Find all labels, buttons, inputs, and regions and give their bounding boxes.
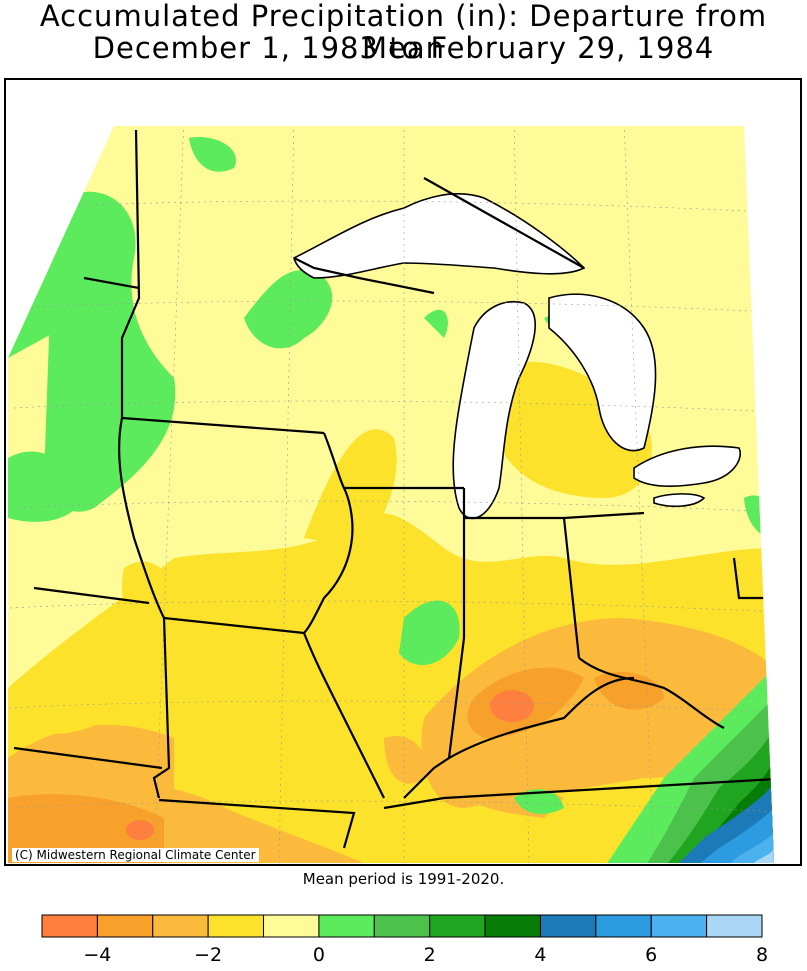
legend-tick-label: 8 [756,944,768,966]
lat-lon-grid [8,126,774,863]
legend-tick-label: −2 [194,944,222,966]
legend-tick-label: −4 [83,944,111,966]
legend-bin-7 [429,914,486,938]
map-frame [4,78,802,866]
legend-bin-0 [41,914,98,938]
legend-tick-label: 6 [645,944,657,966]
legend-bin-2 [152,914,209,938]
map-title-line1: Accumulated Precipitation (in): Departur… [39,0,768,65]
legend-bin-10 [595,914,652,938]
legend-bin-9 [539,914,597,938]
credit-label: (C) Midwestern Regional Climate Center [12,848,259,862]
state-borders [13,129,774,849]
legend-tick-label: 2 [424,944,436,966]
legend-bin-12 [706,914,763,938]
map-title-line2: December 1, 1983 to February 29, 1984 [92,31,715,65]
legend-tick-label: 0 [313,944,325,966]
legend-bin-8 [484,914,541,938]
legend-bin-4 [263,914,320,938]
precipitation-map [4,78,802,866]
legend-bin-5 [318,914,375,938]
legend-tick-label: 4 [534,944,546,966]
legend-bin-1 [96,914,154,938]
color-legend: −4 −2 0 2 4 6 8 [41,914,768,966]
legend-bin-6 [373,914,431,938]
mean-period-note: Mean period is 1991-2020. [302,870,505,888]
legend-bin-11 [650,914,708,938]
legend-bin-3 [207,914,265,938]
precip-contours [8,126,774,863]
